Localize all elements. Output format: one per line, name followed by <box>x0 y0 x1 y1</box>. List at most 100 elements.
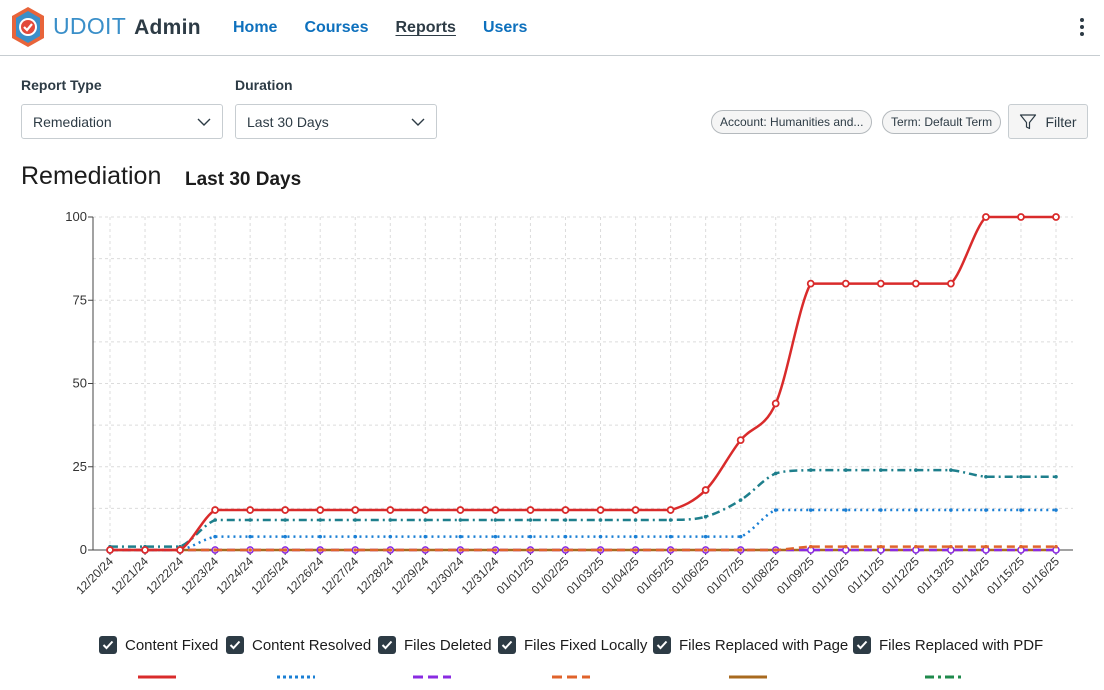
app-header: UDOIT Admin Home Courses Reports Users <box>0 0 1100 56</box>
data-point <box>598 518 603 522</box>
legend-item-content-resolved[interactable]: Content Resolved <box>226 636 371 654</box>
app-name: UDOIT <box>53 13 127 39</box>
data-point <box>316 506 325 514</box>
checkbox-checked-icon <box>378 636 396 654</box>
x-tick-label: 01/14/25 <box>949 554 992 597</box>
data-point <box>668 534 673 539</box>
app-suffix: Admin <box>134 16 201 39</box>
legend-swatch-files-replaced-page <box>729 675 767 679</box>
data-point <box>423 534 428 539</box>
data-point <box>283 548 287 552</box>
data-point <box>388 548 393 552</box>
legend-label: Files Replaced with PDF <box>879 636 1044 654</box>
x-tick-label: 12/21/24 <box>108 554 151 597</box>
data-point <box>914 508 918 512</box>
udoit-logo-icon <box>12 7 44 47</box>
data-point <box>808 508 813 512</box>
nav-reports[interactable]: Reports <box>395 19 456 36</box>
y-tick-label: 25 <box>73 459 87 474</box>
legend-label: Files Deleted <box>404 636 492 654</box>
x-tick-label: 01/10/25 <box>809 554 852 597</box>
more-menu-icon[interactable] <box>1076 18 1088 40</box>
data-point <box>1019 544 1023 549</box>
legend-swatch-files-replaced-pdf <box>925 675 963 679</box>
legend-item-files-fixed-locally[interactable]: Files Fixed Locally <box>498 636 647 654</box>
x-tick-label: 01/01/25 <box>494 554 537 597</box>
legend-swatch-files-fixed-locally <box>552 675 590 679</box>
data-point <box>949 508 953 512</box>
report-type-value: Remediation <box>33 113 112 130</box>
y-tick-label: 100 <box>65 209 87 224</box>
chevron-down-icon <box>411 118 425 126</box>
data-point <box>949 544 953 549</box>
duration-select[interactable]: Last 30 Days <box>235 104 437 139</box>
x-tick-label: 01/03/25 <box>564 554 607 597</box>
checkbox-checked-icon <box>99 636 117 654</box>
data-point <box>876 279 885 288</box>
x-tick-label: 12/22/24 <box>143 554 186 597</box>
legend-label: Content Resolved <box>252 636 372 654</box>
report-type-select[interactable]: Remediation <box>21 104 223 139</box>
term-filter-pill[interactable]: Term: Default Term <box>882 110 1002 134</box>
data-point <box>984 544 988 549</box>
legend-swatch-content-resolved <box>277 675 315 679</box>
x-tick-label: 12/23/24 <box>178 554 221 597</box>
data-point <box>984 508 988 512</box>
report-duration-subtitle: Last 30 Days <box>185 169 302 190</box>
data-point <box>528 518 533 522</box>
data-point <box>879 544 883 549</box>
data-point <box>879 468 883 472</box>
data-point <box>773 548 778 552</box>
x-tick-label: 12/27/24 <box>318 554 361 597</box>
data-point <box>808 544 813 549</box>
checkbox-checked-icon <box>853 636 871 654</box>
filter-button-label: Filter <box>1045 113 1077 130</box>
data-point <box>703 534 708 539</box>
legend-item-content-fixed[interactable]: Content Fixed <box>99 636 218 654</box>
remediation-line-chart: 0 25 50 75 100 12/20/2412/21/2412/22/2412/23/… <box>65 209 1073 597</box>
data-point <box>248 518 252 522</box>
nav-home[interactable]: Home <box>233 19 278 36</box>
y-tick-label: 0 <box>80 542 87 557</box>
data-point <box>738 534 743 539</box>
data-point <box>668 548 673 552</box>
checkbox-checked-icon <box>226 636 244 654</box>
x-tick-label: 12/24/24 <box>213 554 256 597</box>
data-point <box>1054 508 1058 512</box>
x-tick-label: 01/05/25 <box>634 554 677 597</box>
x-tick-label: 01/13/25 <box>914 554 957 597</box>
data-point <box>141 546 149 554</box>
checkbox-checked-icon <box>653 636 671 654</box>
account-filter-pill[interactable]: Account: Humanities and... <box>711 110 873 134</box>
filter-button[interactable]: Filter <box>1008 104 1088 139</box>
legend-swatch-content-fixed <box>138 675 176 679</box>
legend-label: Files Fixed Locally <box>524 636 648 654</box>
data-point <box>1019 474 1023 479</box>
duration-value: Last 30 Days <box>247 113 329 130</box>
data-point <box>563 518 568 522</box>
legend-item-files-replaced-pdf[interactable]: Files Replaced with PDF <box>853 636 1043 654</box>
nav-courses[interactable]: Courses <box>304 19 369 36</box>
data-point <box>1052 213 1060 221</box>
nav-users[interactable]: Users <box>482 19 528 36</box>
data-point <box>1054 474 1058 479</box>
data-point <box>458 518 463 522</box>
data-point <box>633 534 638 539</box>
series-line <box>110 545 1056 552</box>
data-point <box>949 468 953 472</box>
data-point <box>493 548 498 552</box>
legend-swatch-files-deleted <box>413 675 451 679</box>
x-tick-label: 01/04/25 <box>599 554 642 597</box>
x-tick-label: 12/25/24 <box>248 554 291 597</box>
legend-item-files-replaced-page[interactable]: Files Replaced with Page <box>653 636 848 654</box>
legend-item-files-deleted[interactable]: Files Deleted <box>378 636 492 654</box>
data-point <box>703 548 708 552</box>
legend-label: Content Fixed <box>125 636 219 654</box>
data-point <box>351 506 360 514</box>
x-tick-label: 12/31/24 <box>459 554 502 597</box>
data-point <box>1017 213 1025 221</box>
data-point <box>843 508 848 512</box>
app-brand: UDOIT Admin <box>53 13 201 40</box>
data-point <box>388 534 393 539</box>
data-point <box>841 279 850 288</box>
